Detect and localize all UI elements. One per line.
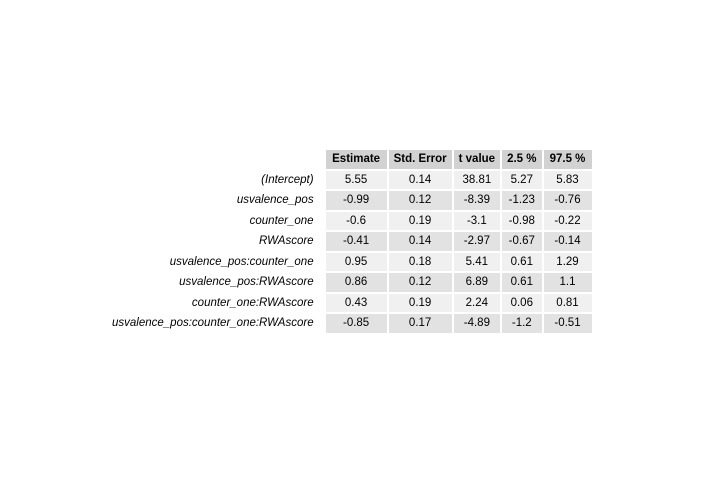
ci-high-cell: 0.81 — [543, 293, 592, 312]
table-row: usvalence_pos:counter_one 0.95 0.18 5.41… — [107, 252, 592, 271]
ci-low-cell: -0.67 — [502, 232, 542, 251]
row-term-label: RWAscore — [259, 235, 314, 248]
ci-low-cell: -1.23 — [502, 191, 542, 210]
row-term-label: counter_one — [249, 214, 314, 227]
ci-high-cell: -0.22 — [543, 211, 592, 230]
column-header-ci-low: 2.5 % — [502, 150, 542, 169]
std-error-cell: 0.18 — [388, 252, 452, 271]
estimate-cell: -0.99 — [325, 191, 387, 210]
std-error-cell: 0.12 — [388, 273, 452, 292]
column-header-t-value: t value — [453, 150, 501, 169]
row-term-label: usvalence_pos:RWAscore — [179, 276, 314, 289]
table-row: counter_one -0.6 0.19 -3.1 -0.98 -0.22 — [107, 211, 592, 230]
row-term-label: counter_one:RWAscore — [191, 296, 314, 309]
row-term-label: usvalence_pos — [236, 194, 314, 207]
t-value-cell: -4.89 — [453, 314, 501, 333]
row-term-label: usvalence_pos:counter_one — [169, 255, 314, 268]
t-value-cell: 38.81 — [453, 170, 501, 189]
table-row: RWAscore -0.41 0.14 -2.97 -0.67 -0.14 — [107, 232, 592, 251]
table-corner-cell — [107, 150, 324, 169]
table-row: usvalence_pos:RWAscore 0.86 0.12 6.89 0.… — [107, 273, 592, 292]
t-value-cell: -3.1 — [453, 211, 501, 230]
table-row: (Intercept) 5.55 0.14 38.81 5.27 5.83 — [107, 170, 592, 189]
estimate-cell: -0.85 — [325, 314, 387, 333]
std-error-cell: 0.12 — [388, 191, 452, 210]
t-value-cell: 5.41 — [453, 252, 501, 271]
ci-low-cell: 0.61 — [502, 273, 542, 292]
ci-high-cell: 1.1 — [543, 273, 592, 292]
ci-low-cell: -1.2 — [502, 314, 542, 333]
table-header-row: Estimate Std. Error t value 2.5 % 97.5 % — [107, 150, 592, 169]
table-row: usvalence_pos:counter_one:RWAscore -0.85… — [107, 314, 592, 333]
t-value-cell: 2.24 — [453, 293, 501, 312]
std-error-cell: 0.19 — [388, 211, 452, 230]
ci-high-cell: 5.83 — [543, 170, 592, 189]
std-error-cell: 0.19 — [388, 293, 452, 312]
ci-high-cell: -0.51 — [543, 314, 592, 333]
estimate-cell: 5.55 — [325, 170, 387, 189]
row-term-label: usvalence_pos:counter_one:RWAscore — [112, 317, 314, 330]
ci-high-cell: -0.14 — [543, 232, 592, 251]
estimate-cell: -0.6 — [325, 211, 387, 230]
estimate-cell: 0.95 — [325, 252, 387, 271]
std-error-cell: 0.17 — [388, 314, 452, 333]
t-value-cell: -2.97 — [453, 232, 501, 251]
t-value-cell: 6.89 — [453, 273, 501, 292]
column-header-estimate: Estimate — [325, 150, 387, 169]
estimate-cell: -0.41 — [325, 232, 387, 251]
t-value-cell: -8.39 — [453, 191, 501, 210]
ci-high-cell: 1.29 — [543, 252, 592, 271]
ci-high-cell: -0.76 — [543, 191, 592, 210]
column-header-ci-high: 97.5 % — [543, 150, 592, 169]
ci-low-cell: 5.27 — [502, 170, 542, 189]
table-row: usvalence_pos -0.99 0.12 -8.39 -1.23 -0.… — [107, 191, 592, 210]
estimate-cell: 0.43 — [325, 293, 387, 312]
table-row: counter_one:RWAscore 0.43 0.19 2.24 0.06… — [107, 293, 592, 312]
regression-table: Estimate Std. Error t value 2.5 % 97.5 %… — [105, 148, 594, 335]
row-term-label: (Intercept) — [261, 173, 314, 186]
ci-low-cell: 0.61 — [502, 252, 542, 271]
estimate-cell: 0.86 — [325, 273, 387, 292]
ci-low-cell: -0.98 — [502, 211, 542, 230]
ci-low-cell: 0.06 — [502, 293, 542, 312]
std-error-cell: 0.14 — [388, 170, 452, 189]
column-header-std-error: Std. Error — [388, 150, 452, 169]
std-error-cell: 0.14 — [388, 232, 452, 251]
